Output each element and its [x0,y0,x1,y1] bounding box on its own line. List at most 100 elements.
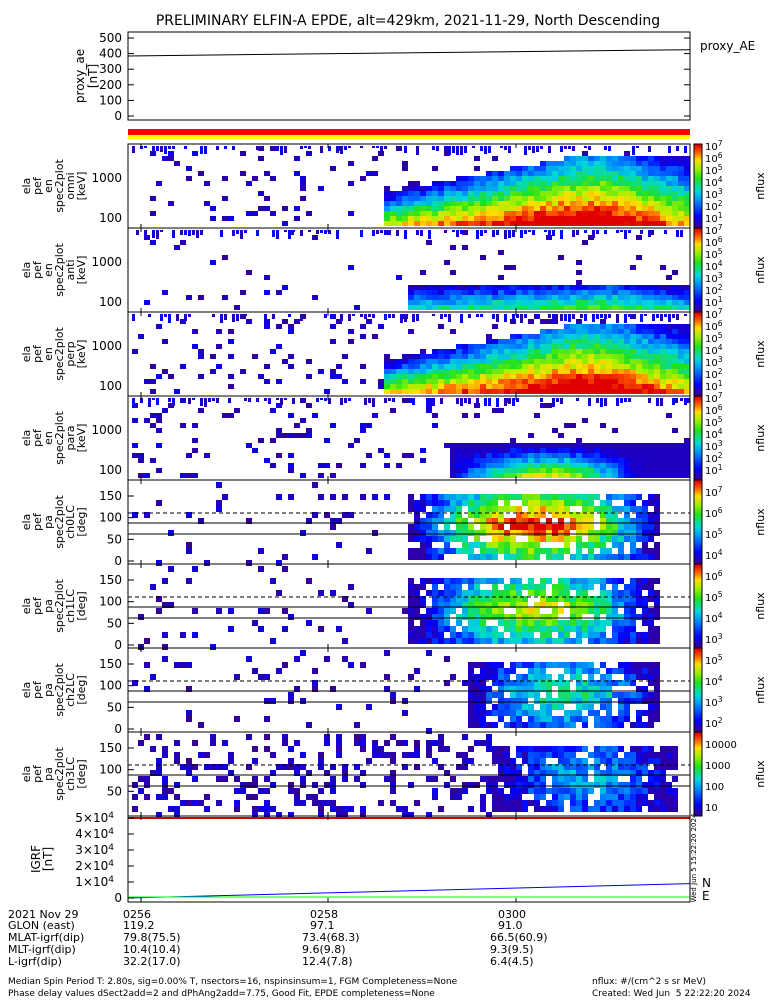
colorbar-cell [694,553,702,557]
spec-cell [606,758,612,764]
spec-cell [306,428,312,433]
spec-cell [468,674,474,680]
spec-cell [588,295,594,300]
spec-cell [588,206,594,211]
spec-cell [438,626,444,632]
spec-cell [594,614,600,620]
spec-cell [600,578,606,584]
spec-cell [528,614,534,620]
spec-cell [552,334,558,339]
spec-cell [306,403,312,408]
ylabel-line: en [42,179,55,193]
spec-cell [654,632,660,638]
spec-cell [504,339,510,344]
spec-cell [342,494,348,500]
spec-cell [612,788,618,794]
spec-cell [636,359,642,364]
spec-cell [522,788,528,794]
spec-cell [582,151,588,156]
spec-cell [558,524,564,530]
spec-cell [258,374,264,379]
spec-cell [336,626,342,632]
spec-cell [552,468,558,473]
spec-cell [672,458,678,463]
colorbar-cell [694,702,702,706]
spec-cell [630,536,636,542]
spec-cell [510,710,516,716]
spec-cell [552,524,558,530]
spec-cell [558,463,564,468]
spec-cell [426,206,432,211]
spec-cell [504,176,510,181]
colorbar-cell [694,228,702,231]
spec-cell [666,324,672,329]
spec-cell [534,448,540,453]
bar-yellow [128,135,690,139]
spec-cell [288,354,294,359]
spec-cell [132,349,138,354]
spec-cell [456,384,462,389]
spec-cell [618,692,624,698]
spec-cell [636,443,642,448]
spec-cell [456,364,462,369]
spec-cell [624,161,630,166]
spec-cell [564,524,570,530]
spec-cell [432,602,438,608]
label: 10000 [705,740,737,751]
spec-cell [426,626,432,632]
spec-cell [612,494,618,500]
spec-cell [276,590,282,596]
colorbar-cell [694,614,702,617]
spec-cell [660,806,666,812]
spec-cell [270,752,276,758]
spec-cell [540,704,546,710]
spec-cell [546,344,552,349]
spec-cell [654,156,660,161]
spec-cell [246,560,252,566]
spec-cell [618,494,624,500]
spec-cell [156,764,162,770]
spec-cell [144,379,150,384]
spec-cell [648,354,654,359]
spec-cell [660,458,666,463]
spec-cell [666,473,672,478]
spec-cell [306,374,312,379]
spec-cell [552,211,558,216]
spec-cell [270,463,276,468]
spec-cell [270,146,276,151]
spec-cell [570,453,576,458]
spec-cell [576,608,582,614]
text: 103 [705,695,723,709]
spec-cell [642,530,648,536]
spec-cell [528,494,534,500]
spec-cell [492,196,498,201]
spec-cell [408,812,414,818]
spec-cell [528,339,534,344]
spec-cell [300,698,306,704]
spec-cell [666,275,672,280]
colorbar-cell [694,148,702,151]
spec-cell [582,554,588,560]
spec-cell [606,602,612,608]
colorbar-cell [694,662,702,666]
spec-cell [528,230,531,232]
spec-cell [188,398,191,404]
spec-cell [474,300,480,305]
spec-cell [558,433,564,438]
spec-cell [540,494,546,500]
spec-cell [486,782,492,788]
spec-cell [224,314,227,320]
spec-cell [636,512,642,518]
spec-cell [606,344,612,349]
spec-cell [648,620,654,626]
spec-cell [276,428,282,433]
spec-cell [624,468,630,473]
spec-cell [492,191,498,196]
spec-cell [522,608,528,614]
text: 103 [705,355,723,369]
spec-cell [540,590,546,596]
spec-cell [438,608,444,614]
spec-cell [636,686,642,692]
ylabel-line: pa [42,515,55,529]
